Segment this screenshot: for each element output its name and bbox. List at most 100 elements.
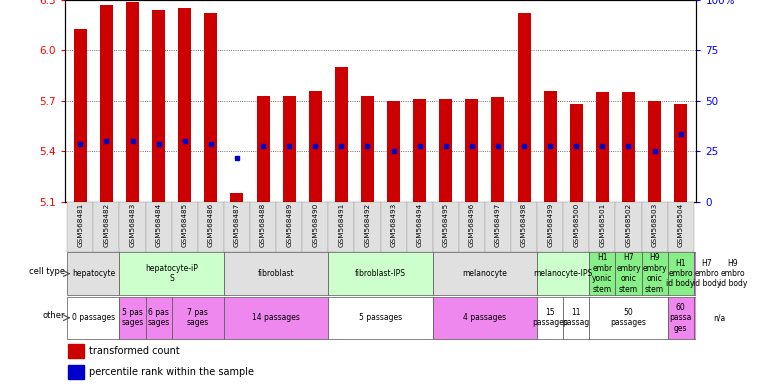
Bar xyxy=(537,252,589,295)
Bar xyxy=(642,202,667,252)
Bar xyxy=(694,252,720,295)
Bar xyxy=(537,296,563,339)
Bar xyxy=(256,96,269,202)
Bar xyxy=(328,252,433,295)
Text: 50
passages: 50 passages xyxy=(610,308,646,328)
Bar xyxy=(100,5,113,202)
Bar xyxy=(231,193,244,202)
Text: cell type: cell type xyxy=(29,267,65,276)
Text: GSM568499: GSM568499 xyxy=(547,203,553,247)
Bar xyxy=(720,252,746,295)
Bar xyxy=(67,296,119,339)
Bar xyxy=(667,202,694,252)
Text: melanocyte-IPS: melanocyte-IPS xyxy=(533,269,593,278)
Text: GSM568492: GSM568492 xyxy=(365,203,371,247)
Text: 15
passages: 15 passages xyxy=(532,308,568,328)
Bar xyxy=(355,202,380,252)
Text: 5 passages: 5 passages xyxy=(359,313,402,322)
Bar xyxy=(145,202,172,252)
Bar xyxy=(67,202,94,252)
Bar xyxy=(694,296,746,339)
Bar xyxy=(94,202,119,252)
Bar xyxy=(465,99,479,202)
Bar xyxy=(485,202,511,252)
Text: GSM568491: GSM568491 xyxy=(339,203,344,247)
Text: 4 passages: 4 passages xyxy=(463,313,507,322)
Text: GSM568498: GSM568498 xyxy=(521,203,527,247)
Bar xyxy=(328,296,433,339)
Bar xyxy=(198,202,224,252)
Bar xyxy=(667,252,694,295)
Text: other: other xyxy=(43,311,65,320)
Text: GSM568481: GSM568481 xyxy=(78,203,84,247)
Text: GSM568497: GSM568497 xyxy=(495,203,501,247)
Text: 5 pas
sages: 5 pas sages xyxy=(122,308,144,328)
Text: H7
embro
id body: H7 embro id body xyxy=(693,259,721,288)
Text: n/a: n/a xyxy=(714,313,726,322)
Bar xyxy=(224,252,328,295)
Text: GSM568486: GSM568486 xyxy=(208,203,214,247)
Text: H9
embry
onic
stem: H9 embry onic stem xyxy=(642,253,667,294)
Bar xyxy=(328,202,355,252)
Text: GSM568503: GSM568503 xyxy=(651,203,658,247)
Text: GSM568504: GSM568504 xyxy=(677,203,683,247)
Text: 7 pas
sages: 7 pas sages xyxy=(186,308,209,328)
Bar xyxy=(563,296,589,339)
Text: GSM568490: GSM568490 xyxy=(312,203,318,247)
Bar xyxy=(433,252,537,295)
Bar xyxy=(387,101,400,202)
Text: GSM568494: GSM568494 xyxy=(417,203,422,247)
Text: H7
embry
onic
stem: H7 embry onic stem xyxy=(616,253,641,294)
Text: GSM568485: GSM568485 xyxy=(182,203,188,247)
Bar xyxy=(674,104,687,202)
Bar xyxy=(642,252,667,295)
Bar xyxy=(204,13,218,202)
Bar xyxy=(119,296,145,339)
Text: 0 passages: 0 passages xyxy=(72,313,115,322)
Bar xyxy=(413,99,426,202)
Bar xyxy=(152,10,165,202)
Bar xyxy=(406,202,433,252)
Bar xyxy=(667,296,694,339)
Text: GSM568495: GSM568495 xyxy=(443,203,449,247)
Bar xyxy=(511,202,537,252)
Bar xyxy=(145,296,172,339)
Bar xyxy=(282,96,296,202)
Text: hepatocyte: hepatocyte xyxy=(72,269,115,278)
Bar xyxy=(302,202,328,252)
Bar xyxy=(68,364,84,379)
Bar xyxy=(119,202,145,252)
Bar xyxy=(570,104,583,202)
Bar xyxy=(126,2,139,202)
Bar xyxy=(74,28,87,202)
Bar xyxy=(172,202,198,252)
Bar xyxy=(589,202,616,252)
Text: GSM568482: GSM568482 xyxy=(103,203,110,247)
Bar xyxy=(380,202,406,252)
Bar xyxy=(589,252,616,295)
Text: 11
passag: 11 passag xyxy=(562,308,590,328)
Bar xyxy=(276,202,302,252)
Bar xyxy=(67,252,119,295)
Bar xyxy=(433,202,459,252)
Bar xyxy=(433,296,537,339)
Bar xyxy=(439,99,452,202)
Bar xyxy=(250,202,276,252)
Text: 14 passages: 14 passages xyxy=(252,313,300,322)
Bar xyxy=(517,13,530,202)
Text: GSM568487: GSM568487 xyxy=(234,203,240,247)
Text: 60
passa
ges: 60 passa ges xyxy=(670,303,692,333)
Bar xyxy=(178,8,191,202)
Bar xyxy=(224,296,328,339)
Bar xyxy=(68,344,84,358)
Text: GSM568488: GSM568488 xyxy=(260,203,266,247)
Text: melanocyte: melanocyte xyxy=(463,269,508,278)
Text: hepatocyte-iP
S: hepatocyte-iP S xyxy=(145,264,198,283)
Bar xyxy=(119,252,224,295)
Text: transformed count: transformed count xyxy=(89,346,180,356)
Bar xyxy=(224,202,250,252)
Text: H1
embro
id body: H1 embro id body xyxy=(667,259,695,288)
Bar xyxy=(309,91,322,202)
Bar xyxy=(596,93,609,202)
Text: GSM568483: GSM568483 xyxy=(129,203,135,247)
